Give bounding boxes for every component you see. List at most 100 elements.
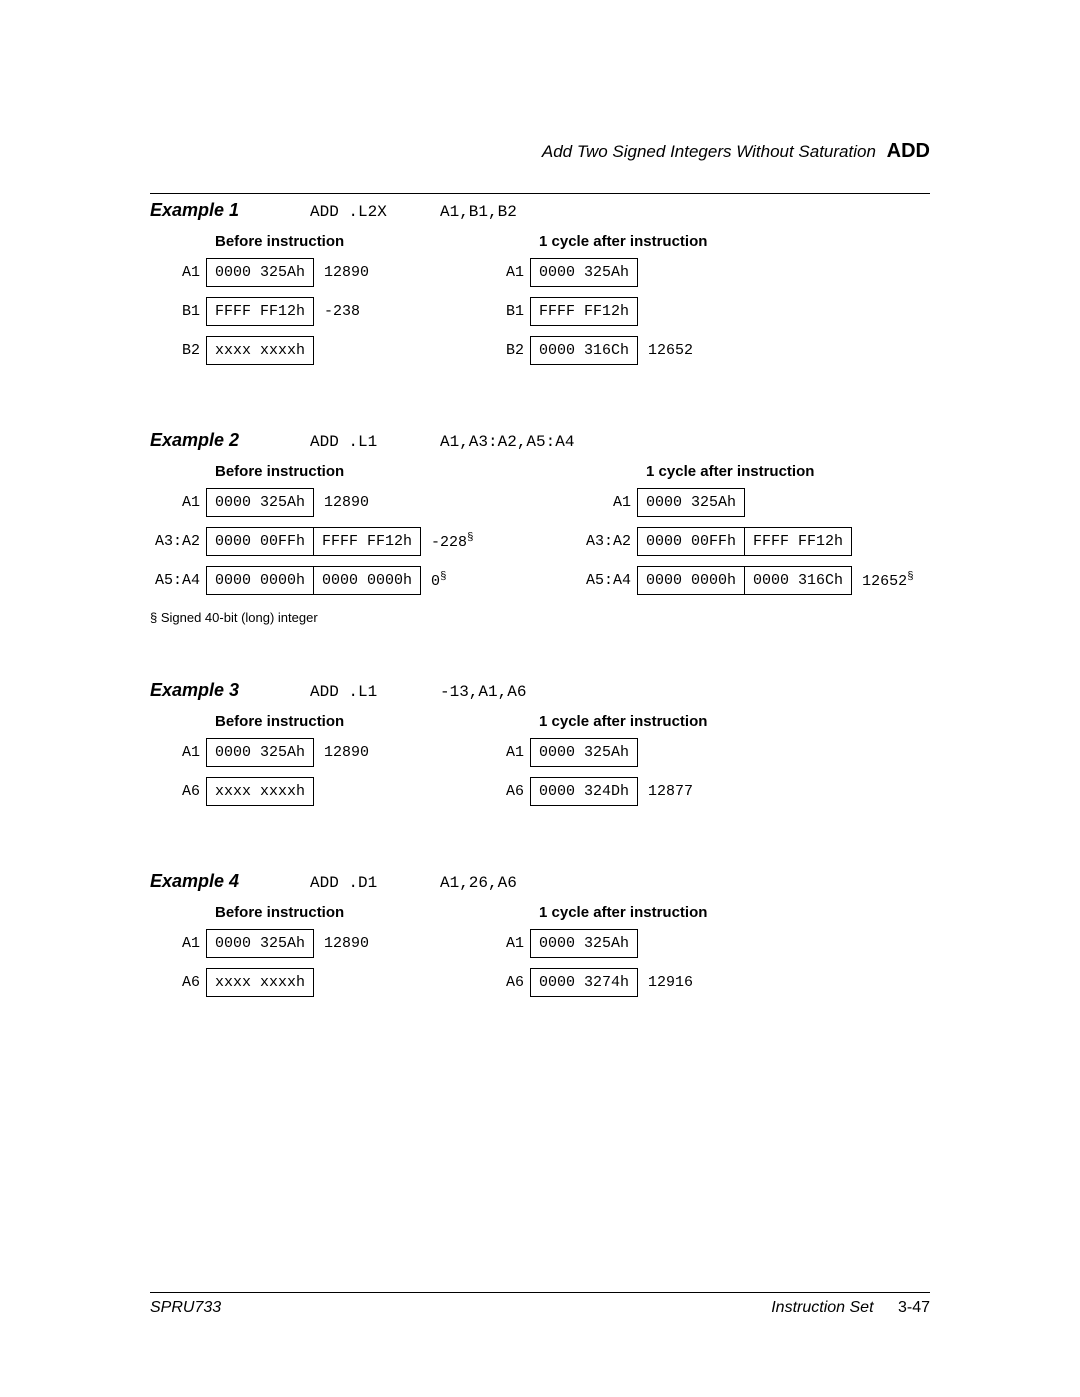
register-value: FFFF FF12h	[745, 527, 852, 556]
register-label: A1	[474, 744, 530, 761]
after-title: 1 cycle after instruction	[539, 233, 708, 250]
example-title: Example 3	[150, 680, 310, 701]
example-block: Example 3 ADD .L1-13,A1,A6 Before instru…	[150, 680, 930, 816]
register-label: B2	[150, 342, 206, 359]
register-row: B1 FFFF FF12h-238	[150, 297, 384, 326]
example-block: Example 1 ADD .L2XA1,B1,B2 Before instru…	[150, 200, 930, 375]
register-decimal: 12890	[314, 264, 384, 281]
register-value: 0000 325Ah	[530, 929, 638, 958]
register-label: A3:A2	[150, 533, 206, 550]
register-decimal: -238	[314, 303, 384, 320]
register-label: A6	[150, 974, 206, 991]
register-row: A5:A4 0000 0000h0000 0000h0§	[150, 566, 491, 595]
register-value: 0000 00FFh	[206, 527, 314, 556]
register-row: B2 xxxx xxxxh	[150, 336, 384, 365]
before-title: Before instruction	[215, 904, 384, 921]
example-title: Example 2	[150, 430, 310, 451]
register-decimal: 12890	[314, 935, 384, 952]
register-label: A6	[474, 783, 530, 800]
register-row: A1 0000 325Ah	[474, 738, 708, 767]
register-value: 0000 325Ah	[637, 488, 745, 517]
register-decimal: 12916	[638, 974, 708, 991]
page: Add Two Signed Integers Without Saturati…	[0, 0, 1080, 1397]
register-decimal: 12877	[638, 783, 708, 800]
example-tables: Before instruction A1 0000 325Ah12890 B1…	[150, 233, 930, 375]
register-value: 0000 0000h	[637, 566, 745, 595]
after-title: 1 cycle after instruction	[539, 713, 708, 730]
register-row: A1 0000 325Ah12890	[150, 738, 384, 767]
footer-section: Instruction Set	[771, 1299, 873, 1316]
instruction-operands: -13,A1,A6	[440, 683, 526, 701]
after-title: 1 cycle after instruction	[646, 463, 922, 480]
before-table: Before instruction A1 0000 325Ah12890 A6…	[150, 713, 384, 816]
register-value: 0000 3274h	[530, 968, 638, 997]
example-tables: Before instruction A1 0000 325Ah12890 A6…	[150, 713, 930, 816]
example-title: Example 4	[150, 871, 310, 892]
instruction-operands: A1,A3:A2,A5:A4	[440, 433, 574, 451]
register-value: xxxx xxxxh	[206, 777, 314, 806]
register-label: A1	[150, 935, 206, 952]
register-label: A1	[150, 494, 206, 511]
header-subtitle: Add Two Signed Integers Without Saturati…	[542, 142, 876, 161]
register-row: A1 0000 325Ah12890	[150, 258, 384, 287]
register-value: FFFF FF12h	[530, 297, 638, 326]
register-value: 0000 325Ah	[530, 738, 638, 767]
header-rule	[150, 193, 930, 194]
footnote: § Signed 40-bit (long) integer	[150, 610, 930, 625]
after-table: 1 cycle after instruction A1 0000 325Ah …	[474, 233, 708, 375]
after-table: 1 cycle after instruction A1 0000 325Ah …	[474, 713, 708, 816]
before-title: Before instruction	[215, 463, 491, 480]
instruction-op: ADD .D1	[310, 874, 440, 892]
register-label: B1	[150, 303, 206, 320]
register-label: A1	[581, 494, 637, 511]
example-head: Example 2 ADD .L1A1,A3:A2,A5:A4	[150, 430, 930, 451]
register-value: 0000 325Ah	[206, 258, 314, 287]
register-row: A6 0000 324Dh12877	[474, 777, 708, 806]
register-row: A5:A4 0000 0000h0000 316Ch12652§	[581, 566, 922, 595]
register-row: A3:A2 0000 00FFhFFFF FF12h	[581, 527, 922, 556]
register-value: 0000 324Dh	[530, 777, 638, 806]
register-value: 0000 325Ah	[206, 929, 314, 958]
instruction-operands: A1,B1,B2	[440, 203, 517, 221]
example-head: Example 1 ADD .L2XA1,B1,B2	[150, 200, 930, 221]
register-label: A6	[474, 974, 530, 991]
register-label: A1	[474, 264, 530, 281]
register-row: A1 0000 325Ah	[474, 929, 708, 958]
register-row: B2 0000 316Ch12652	[474, 336, 708, 365]
example-block: Example 2 ADD .L1A1,A3:A2,A5:A4 Before i…	[150, 430, 930, 625]
register-value: 0000 325Ah	[206, 488, 314, 517]
register-value: 0000 0000h	[206, 566, 314, 595]
register-value: FFFF FF12h	[314, 527, 421, 556]
register-row: A1 0000 325Ah	[581, 488, 922, 517]
register-decimal: -228§	[421, 532, 491, 551]
register-row: A6 xxxx xxxxh	[150, 968, 384, 997]
register-decimal: 12890	[314, 494, 384, 511]
register-decimal: 0§	[421, 571, 491, 590]
register-row: A1 0000 325Ah	[474, 258, 708, 287]
register-label: A1	[150, 264, 206, 281]
register-label: A5:A4	[150, 572, 206, 589]
register-decimal: 12652	[638, 342, 708, 359]
instruction-op: ADD .L1	[310, 683, 440, 701]
after-table: 1 cycle after instruction A1 0000 325Ah …	[581, 463, 922, 605]
example-head: Example 4 ADD .D1A1,26,A6	[150, 871, 930, 892]
register-label: A1	[474, 935, 530, 952]
register-label: A5:A4	[581, 572, 637, 589]
register-row: A1 0000 325Ah12890	[150, 488, 491, 517]
register-row: B1 FFFF FF12h	[474, 297, 708, 326]
register-label: A1	[150, 744, 206, 761]
footer-page-number: 3-47	[898, 1299, 930, 1316]
register-label: A3:A2	[581, 533, 637, 550]
before-table: Before instruction A1 0000 325Ah12890 B1…	[150, 233, 384, 375]
footer-doc-id: SPRU733	[150, 1299, 221, 1317]
example-block: Example 4 ADD .D1A1,26,A6 Before instruc…	[150, 871, 930, 1007]
register-decimal: 12890	[314, 744, 384, 761]
register-value: FFFF FF12h	[206, 297, 314, 326]
before-table: Before instruction A1 0000 325Ah12890 A3…	[150, 463, 491, 605]
examples: Example 1 ADD .L2XA1,B1,B2 Before instru…	[150, 200, 930, 1007]
register-row: A6 xxxx xxxxh	[150, 777, 384, 806]
register-value: 0000 325Ah	[206, 738, 314, 767]
register-row: A3:A2 0000 00FFhFFFF FF12h-228§	[150, 527, 491, 556]
before-title: Before instruction	[215, 233, 384, 250]
register-value: 0000 316Ch	[530, 336, 638, 365]
